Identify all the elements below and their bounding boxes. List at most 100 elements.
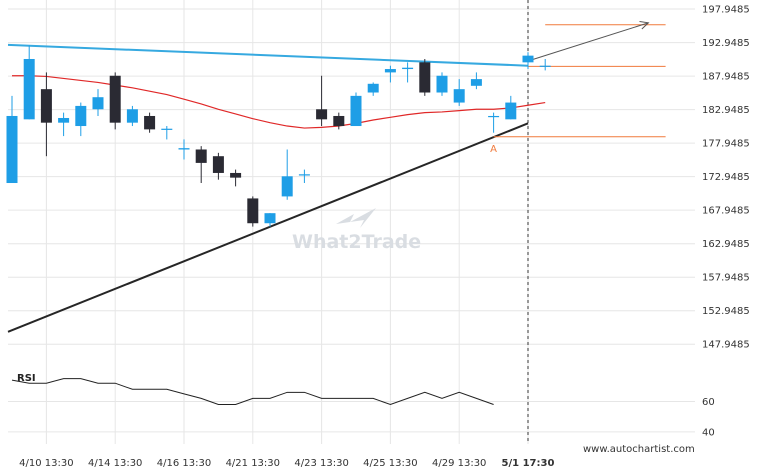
levels-layer: A: [490, 21, 666, 155]
y-tick-label: 177.9485: [702, 139, 750, 150]
candle: [505, 95, 517, 120]
candle: [92, 89, 104, 116]
candle: [212, 152, 224, 180]
rsi-tick-label: 60: [702, 397, 715, 408]
candle: [298, 169, 310, 184]
candle: [419, 58, 431, 96]
candle-body: [298, 174, 310, 176]
candle-body: [419, 62, 431, 93]
rsi-tick-label: 40: [702, 427, 715, 438]
axes-layer: 197.9485 192.9485 187.9485 182.9485 177.9485…: [19, 5, 750, 469]
candle: [195, 146, 207, 184]
candle: [178, 139, 190, 160]
candle: [402, 62, 414, 83]
y-tick-label: 172.9485: [702, 172, 750, 183]
candle: [6, 95, 18, 184]
candle-body: [58, 117, 70, 123]
x-tick-label: 4/25 13:30: [363, 458, 417, 469]
candle: [453, 79, 465, 106]
candle-body: [195, 149, 207, 163]
candle-body: [212, 156, 224, 173]
point-label-a: A: [490, 144, 497, 155]
y-tick-label: 192.9485: [702, 38, 750, 49]
candle-body: [161, 128, 173, 130]
candle-body: [247, 198, 259, 224]
rsi-line: [11, 378, 494, 406]
candle-body: [23, 58, 35, 120]
candle-body: [92, 97, 104, 110]
candle: [144, 112, 156, 133]
candle-body: [367, 83, 379, 93]
candle: [126, 105, 138, 127]
candle: [230, 169, 242, 187]
candle-body: [230, 172, 242, 178]
candle: [367, 82, 379, 96]
candle-body: [453, 89, 465, 103]
candle: [109, 72, 121, 130]
y-tick-label: 197.9485: [702, 5, 750, 16]
candle-body: [505, 102, 517, 120]
candle: [161, 126, 173, 140]
candle: [488, 112, 500, 133]
y-tick-label: 187.9485: [702, 72, 750, 83]
x-tick-label: 4/21 13:30: [226, 458, 280, 469]
candle: [281, 149, 293, 200]
candle-body: [109, 75, 121, 123]
candle: [23, 45, 35, 120]
candle-body: [350, 95, 362, 127]
candle: [58, 112, 70, 137]
candle-body: [264, 213, 276, 224]
y-tick-label: 182.9485: [702, 105, 750, 116]
candle: [247, 196, 259, 227]
candle-body: [126, 109, 138, 123]
x-tick-label: 4/29 13:30: [432, 458, 486, 469]
candle-body: [522, 55, 534, 63]
candle-body: [488, 115, 500, 118]
candle: [316, 75, 328, 127]
x-tick-label: 4/16 13:30: [157, 458, 211, 469]
candle: [436, 72, 448, 96]
y-tick-label: 147.9485: [702, 340, 750, 351]
candle-body: [333, 115, 345, 127]
candle-body: [402, 67, 414, 70]
support-line: [7, 122, 529, 333]
candle-body: [539, 65, 551, 67]
candle-body: [40, 89, 52, 123]
resistance-line: [7, 43, 529, 67]
credit-text: www.autochartist.com: [583, 444, 695, 455]
watermark: What2Trade: [292, 208, 421, 253]
candle: [264, 213, 276, 227]
moving-average-line: [12, 75, 546, 129]
watermark-text: What2Trade: [292, 231, 421, 253]
candle-body: [470, 79, 482, 86]
trend-lines-layer: [7, 43, 529, 333]
watermark-logo-icon: [336, 208, 376, 228]
candle: [350, 92, 362, 127]
moving-average-layer: [12, 75, 546, 129]
candle-body: [281, 176, 293, 197]
projection-arrow-head: [639, 21, 650, 30]
x-tick-label: 5/1 17:30: [502, 458, 555, 469]
candle: [539, 58, 551, 71]
x-tick-label: 4/23 13:30: [294, 458, 348, 469]
candle: [40, 72, 52, 157]
candle: [522, 52, 534, 70]
x-tick-label: 4/14 13:30: [88, 458, 142, 469]
candle: [333, 112, 345, 130]
y-tick-label: 157.9485: [702, 273, 750, 284]
candle-body: [6, 115, 18, 184]
projection-line: [527, 22, 649, 62]
candle-body: [436, 75, 448, 93]
candle: [470, 72, 482, 90]
candle-body: [178, 148, 190, 150]
candles-layer: [6, 45, 551, 227]
candle-body: [316, 109, 328, 120]
candle-body: [384, 69, 396, 73]
y-tick-label: 167.9485: [702, 206, 750, 217]
candle: [75, 102, 87, 137]
candle-body: [144, 115, 156, 130]
rsi-title: RSI: [17, 373, 36, 384]
y-tick-label: 152.9485: [702, 306, 750, 317]
